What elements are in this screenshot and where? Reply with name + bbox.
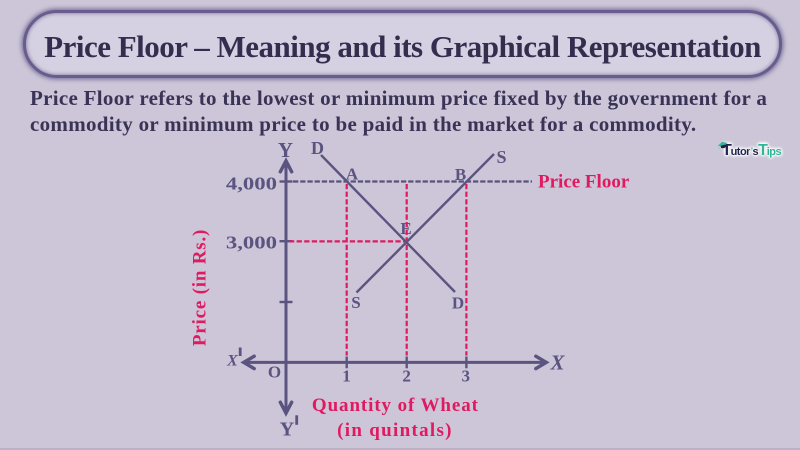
svg-text:A: A <box>346 165 359 184</box>
svg-text:D: D <box>452 294 464 313</box>
svg-text:Price (in Rs.): Price (in Rs.) <box>190 229 211 346</box>
svg-text:4,000: 4,000 <box>226 175 277 194</box>
svg-text:3: 3 <box>462 367 471 386</box>
svg-text:E: E <box>400 219 411 238</box>
svg-text:1: 1 <box>342 367 351 386</box>
svg-text:Y: Y <box>280 419 295 441</box>
svg-text:S: S <box>351 293 360 312</box>
svg-text:Y: Y <box>278 138 293 162</box>
svg-text:X: X <box>226 353 238 370</box>
svg-text:Quantity of Wheat: Quantity of Wheat <box>312 395 479 416</box>
svg-text:D: D <box>311 138 324 158</box>
svg-text:2: 2 <box>402 367 411 386</box>
svg-text:(in quintals): (in quintals) <box>337 420 453 441</box>
svg-text:S: S <box>496 147 506 167</box>
svg-text:O: O <box>268 363 281 382</box>
svg-text:Price Floor: Price Floor <box>538 172 630 193</box>
svg-text:X: X <box>549 351 565 375</box>
svg-text:3,000: 3,000 <box>226 234 277 253</box>
svg-text:B: B <box>455 165 466 184</box>
